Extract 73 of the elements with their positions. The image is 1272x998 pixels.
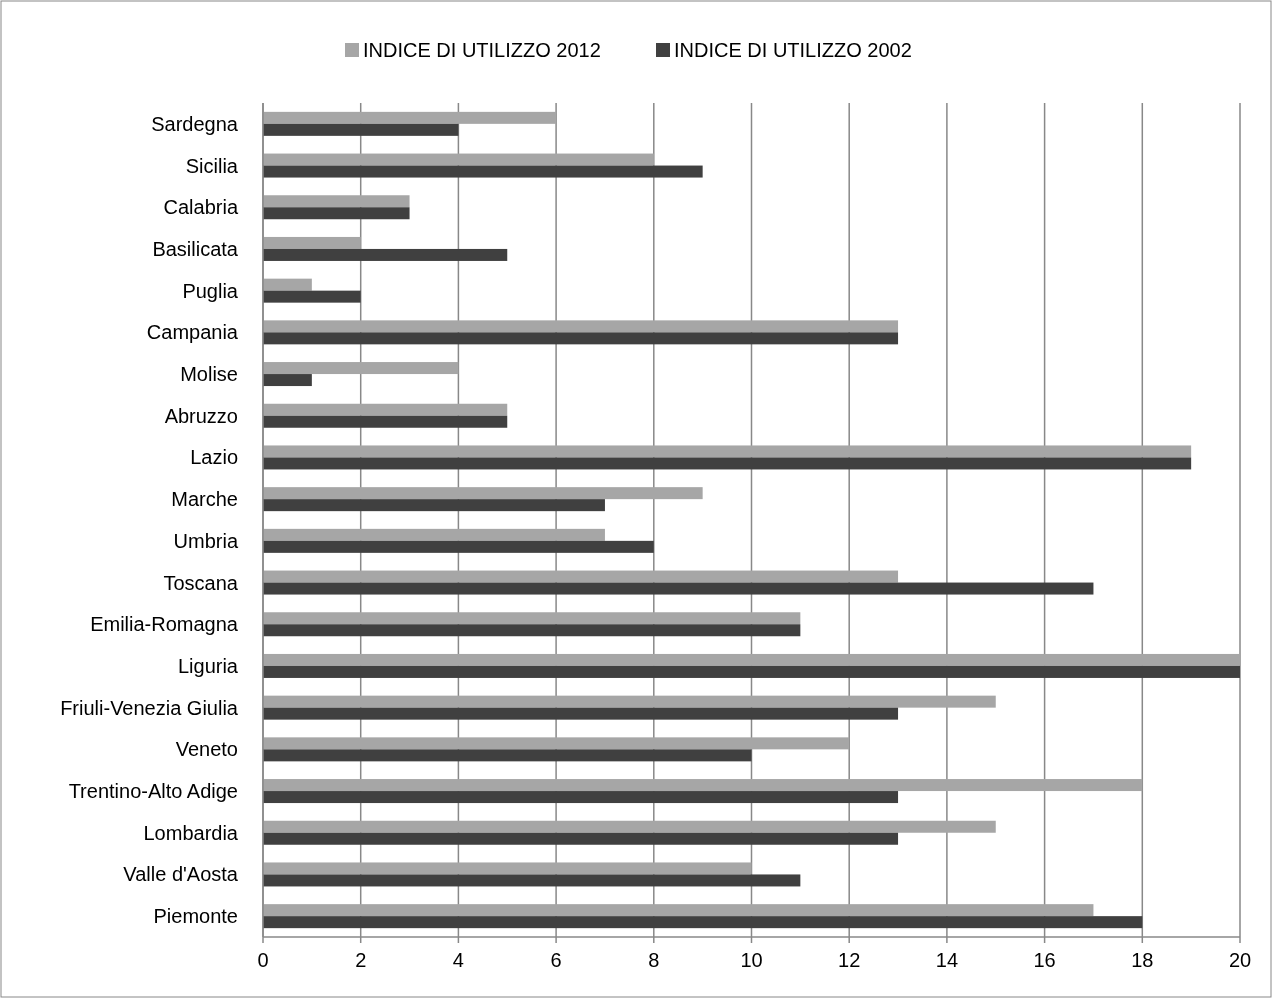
y-tick-label: Sardegna — [151, 112, 239, 135]
bar — [263, 153, 654, 166]
bar — [263, 499, 605, 512]
bar — [263, 403, 508, 416]
y-tick-label: Lombardia — [143, 821, 239, 844]
y-tick-label: Puglia — [182, 279, 239, 302]
bar — [263, 445, 1192, 458]
bar — [263, 111, 557, 124]
bar — [263, 570, 899, 583]
y-tick-label: Friuli-Venezia Giulia — [60, 696, 239, 719]
x-tick-label: 0 — [257, 949, 269, 971]
bar — [263, 457, 1192, 470]
bar — [263, 665, 1240, 678]
bar — [263, 874, 801, 887]
bar — [263, 540, 654, 553]
bar — [263, 820, 996, 833]
bar — [263, 195, 410, 208]
y-tick-label: Marche — [171, 488, 238, 511]
x-tick-label: 20 — [1228, 949, 1252, 971]
x-tick-label: 4 — [452, 949, 464, 971]
bar — [263, 123, 459, 136]
y-tick-label: Veneto — [175, 738, 238, 761]
bar — [263, 528, 605, 541]
bar — [263, 653, 1240, 666]
bar — [263, 695, 996, 708]
bar — [263, 487, 703, 500]
bar — [263, 779, 1143, 792]
bar — [263, 362, 459, 375]
bar — [263, 916, 1143, 929]
bar — [263, 862, 752, 875]
bar — [263, 248, 508, 261]
y-tick-label: Basilicata — [152, 237, 239, 260]
x-tick-label: 18 — [1131, 949, 1154, 971]
y-tick-label: Piemonte — [153, 905, 238, 928]
bar — [263, 904, 1094, 917]
y-tick-label: Liguria — [177, 654, 239, 677]
y-tick-label: Molise — [180, 363, 238, 386]
y-tick-label: Lazio — [190, 446, 238, 469]
y-tick-label: Sicilia — [185, 154, 239, 177]
bar — [263, 278, 312, 291]
x-tick-label: 10 — [740, 949, 763, 971]
x-tick-label: 14 — [935, 949, 959, 971]
y-tick-label: Toscana — [163, 571, 239, 594]
x-tick-label: 12 — [838, 949, 861, 971]
x-tick-label: 8 — [648, 949, 660, 971]
y-tick-label: Trentino-Alto Adige — [68, 780, 238, 803]
bar — [263, 374, 312, 387]
bar — [263, 707, 899, 720]
bar — [263, 624, 801, 637]
bar — [263, 165, 703, 178]
bar — [263, 207, 410, 220]
x-tick-label: 6 — [550, 949, 562, 971]
bar — [263, 236, 361, 249]
legend-label: INDICE DI UTILIZZO 2012 — [363, 39, 601, 61]
bar — [263, 332, 899, 345]
bar — [263, 415, 508, 428]
y-tick-label: Campania — [146, 321, 239, 344]
y-tick-label: Umbria — [173, 529, 239, 552]
bar — [263, 832, 899, 845]
y-tick-label: Valle d'Aosta — [123, 863, 239, 886]
legend-label: INDICE DI UTILIZZO 2002 — [674, 39, 912, 61]
bar — [263, 582, 1094, 595]
x-tick-label: 16 — [1033, 949, 1056, 971]
y-tick-label: Calabria — [163, 196, 239, 219]
bar — [263, 791, 899, 804]
y-tick-label: Abruzzo — [164, 404, 238, 427]
y-tick-label: Emilia-Romagna — [90, 613, 239, 636]
x-tick-label: 2 — [355, 949, 367, 971]
bar — [263, 749, 752, 762]
bar — [263, 290, 361, 303]
bar — [263, 612, 801, 625]
bar — [263, 737, 850, 750]
bar — [263, 320, 899, 333]
